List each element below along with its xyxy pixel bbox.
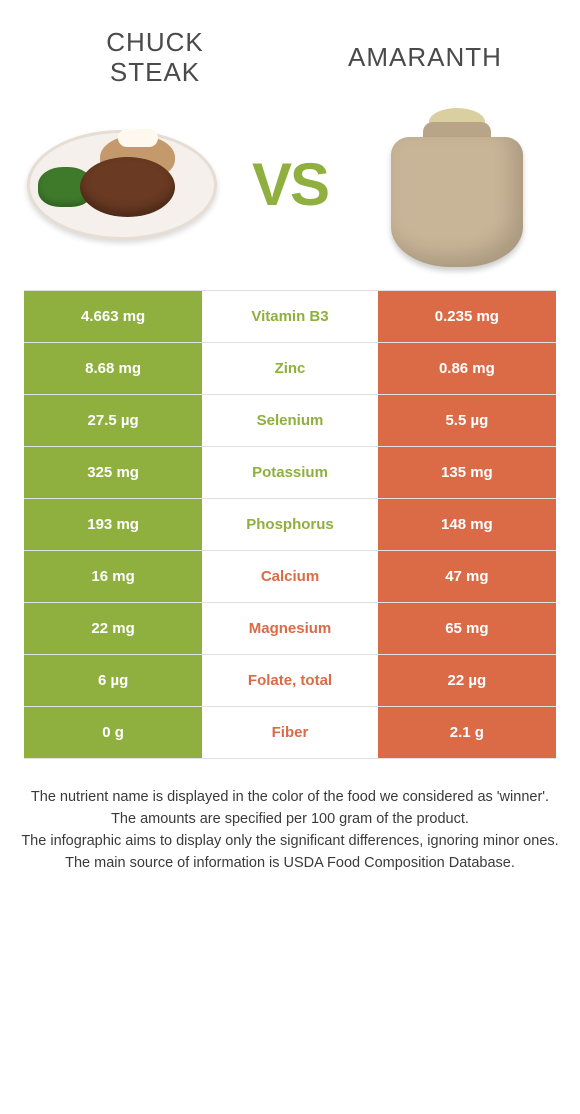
footer-line: The nutrient name is displayed in the co… — [18, 787, 562, 808]
left-value: 16 mg — [24, 551, 202, 602]
left-value: 22 mg — [24, 603, 202, 654]
right-food-image — [358, 100, 558, 270]
table-row: 8.68 mgZinc0.86 mg — [24, 343, 556, 395]
right-value: 135 mg — [378, 447, 556, 498]
table-row: 22 mgMagnesium65 mg — [24, 603, 556, 655]
left-value: 6 µg — [24, 655, 202, 706]
left-value: 0 g — [24, 707, 202, 758]
left-food-image — [22, 100, 222, 270]
right-value: 0.86 mg — [378, 343, 556, 394]
nutrient-name: Folate, total — [202, 655, 378, 706]
nutrient-name: Calcium — [202, 551, 378, 602]
left-value: 27.5 µg — [24, 395, 202, 446]
nutrient-name: Vitamin B3 — [202, 291, 378, 342]
nutrient-name: Zinc — [202, 343, 378, 394]
nutrient-name: Fiber — [202, 707, 378, 758]
header: CHUCKSTEAK AMARANTH — [0, 0, 580, 100]
nutrient-name: Selenium — [202, 395, 378, 446]
right-value: 22 µg — [378, 655, 556, 706]
footer-notes: The nutrient name is displayed in the co… — [0, 759, 580, 874]
table-row: 193 mgPhosphorus148 mg — [24, 499, 556, 551]
right-value: 65 mg — [378, 603, 556, 654]
table-row: 16 mgCalcium47 mg — [24, 551, 556, 603]
table-row: 0 gFiber2.1 g — [24, 707, 556, 759]
footer-line: The main source of information is USDA F… — [18, 853, 562, 874]
table-row: 325 mgPotassium135 mg — [24, 447, 556, 499]
left-value: 193 mg — [24, 499, 202, 550]
left-value: 8.68 mg — [24, 343, 202, 394]
left-title: CHUCKSTEAK — [34, 28, 277, 88]
nutrient-name: Magnesium — [202, 603, 378, 654]
footer-line: The infographic aims to display only the… — [18, 831, 562, 852]
table-row: 4.663 mgVitamin B30.235 mg — [24, 291, 556, 343]
nutrient-name: Phosphorus — [202, 499, 378, 550]
right-title: AMARANTH — [304, 43, 547, 73]
footer-line: The amounts are specified per 100 gram o… — [18, 809, 562, 830]
right-value: 5.5 µg — [378, 395, 556, 446]
left-value: 325 mg — [24, 447, 202, 498]
image-row: VS — [0, 100, 580, 290]
left-value: 4.663 mg — [24, 291, 202, 342]
right-value: 0.235 mg — [378, 291, 556, 342]
right-value: 2.1 g — [378, 707, 556, 758]
vs-label: VS — [252, 150, 328, 219]
right-value: 148 mg — [378, 499, 556, 550]
nutrient-table: 4.663 mgVitamin B30.235 mg8.68 mgZinc0.8… — [24, 290, 556, 759]
table-row: 6 µgFolate, total22 µg — [24, 655, 556, 707]
right-value: 47 mg — [378, 551, 556, 602]
nutrient-name: Potassium — [202, 447, 378, 498]
table-row: 27.5 µgSelenium5.5 µg — [24, 395, 556, 447]
